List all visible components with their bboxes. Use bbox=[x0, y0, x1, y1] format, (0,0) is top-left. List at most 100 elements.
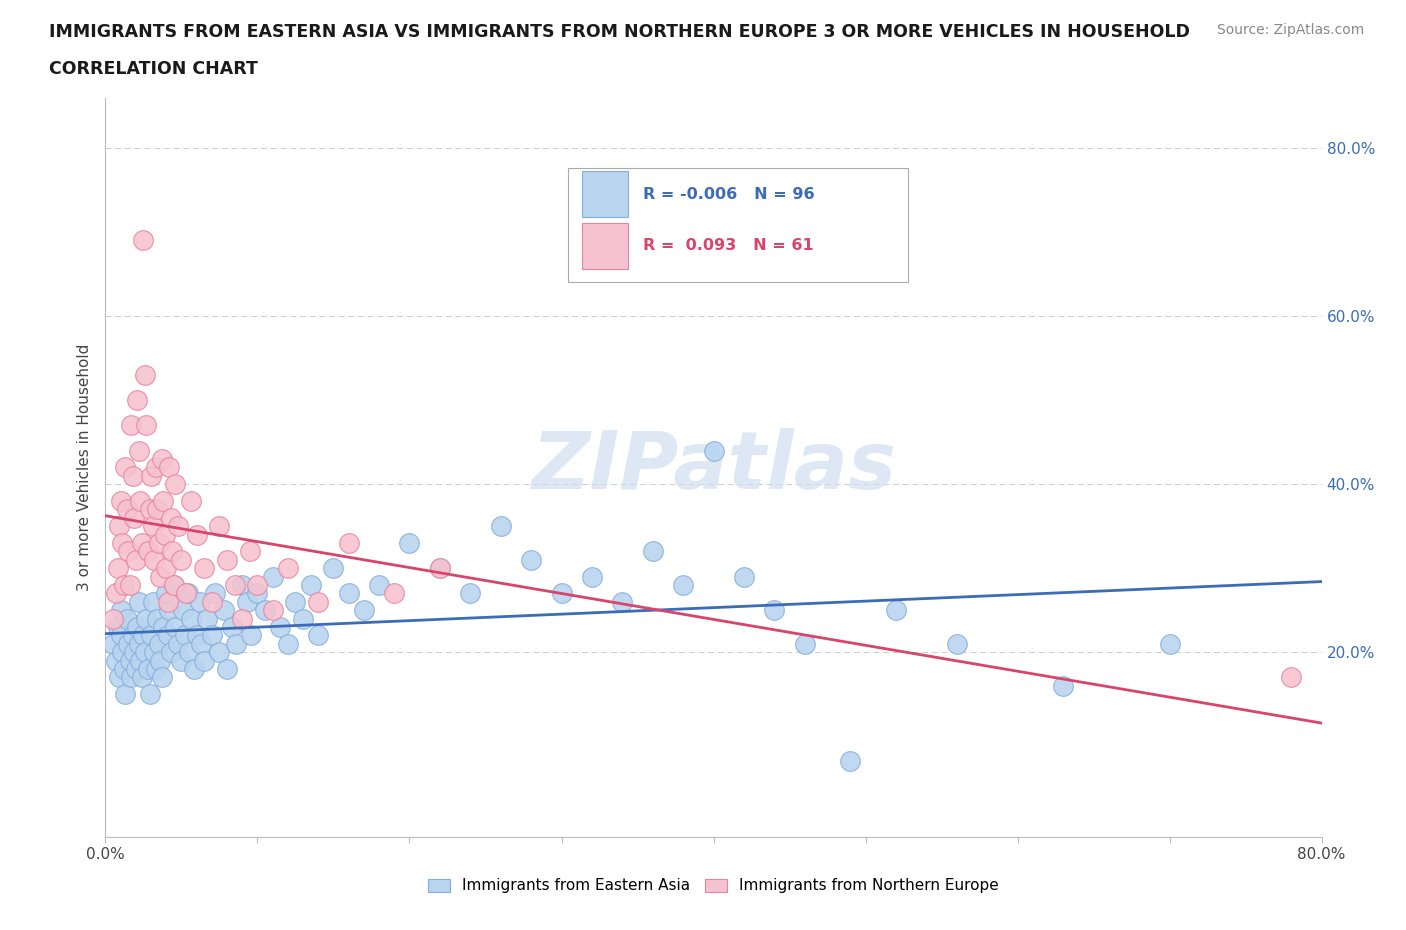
Point bbox=[353, 603, 375, 618]
Point bbox=[136, 544, 159, 559]
Point bbox=[101, 611, 124, 626]
Point bbox=[165, 477, 187, 492]
Point bbox=[128, 443, 150, 458]
Point bbox=[125, 552, 148, 567]
Point bbox=[118, 653, 141, 668]
Point bbox=[134, 644, 156, 659]
Point bbox=[262, 569, 284, 584]
Point bbox=[120, 418, 142, 432]
Point bbox=[136, 661, 159, 676]
Point bbox=[105, 586, 128, 601]
Point bbox=[246, 586, 269, 601]
Point bbox=[1052, 678, 1074, 693]
Point bbox=[105, 653, 128, 668]
Point bbox=[945, 636, 967, 651]
Point bbox=[155, 561, 177, 576]
Point bbox=[107, 619, 129, 634]
Point bbox=[1159, 636, 1181, 651]
Point bbox=[581, 569, 603, 584]
Point bbox=[138, 686, 160, 701]
Point bbox=[134, 367, 156, 382]
Point bbox=[115, 611, 138, 626]
Point bbox=[217, 552, 239, 567]
Point bbox=[148, 636, 170, 651]
Point bbox=[793, 636, 815, 651]
Point bbox=[382, 586, 405, 601]
FancyBboxPatch shape bbox=[568, 168, 908, 283]
Point bbox=[201, 594, 224, 609]
Point bbox=[246, 578, 269, 592]
Point bbox=[224, 578, 246, 592]
Point bbox=[148, 536, 170, 551]
Point bbox=[149, 653, 172, 668]
Point bbox=[188, 594, 211, 609]
Point bbox=[195, 611, 218, 626]
Point bbox=[117, 544, 139, 559]
Point bbox=[138, 502, 160, 517]
Point bbox=[167, 636, 190, 651]
Point bbox=[131, 536, 153, 551]
Point bbox=[112, 661, 135, 676]
Point bbox=[132, 233, 155, 248]
Point bbox=[458, 586, 481, 601]
Point bbox=[127, 619, 149, 634]
Point bbox=[146, 611, 169, 626]
Point bbox=[110, 603, 132, 618]
Point bbox=[150, 670, 173, 684]
Point bbox=[162, 544, 184, 559]
Point bbox=[221, 619, 243, 634]
Point bbox=[231, 611, 253, 626]
Point bbox=[132, 628, 155, 643]
Point bbox=[884, 603, 907, 618]
Point bbox=[139, 628, 162, 643]
Point bbox=[159, 644, 181, 659]
Point bbox=[208, 519, 231, 534]
Text: IMMIGRANTS FROM EASTERN ASIA VS IMMIGRANTS FROM NORTHERN EUROPE 3 OR MORE VEHICL: IMMIGRANTS FROM EASTERN ASIA VS IMMIGRAN… bbox=[49, 23, 1189, 41]
Point bbox=[165, 619, 187, 634]
Point bbox=[236, 594, 259, 609]
Point bbox=[763, 603, 786, 618]
Point bbox=[337, 586, 360, 601]
Point bbox=[173, 628, 195, 643]
Point bbox=[143, 644, 166, 659]
Point bbox=[177, 644, 200, 659]
Text: R =  0.093   N = 61: R = 0.093 N = 61 bbox=[643, 238, 814, 253]
Point bbox=[839, 754, 862, 769]
Point bbox=[429, 561, 451, 576]
Point bbox=[322, 561, 344, 576]
Point bbox=[190, 636, 212, 651]
Point bbox=[208, 644, 231, 659]
Point bbox=[118, 578, 141, 592]
Bar bbox=[582, 223, 628, 269]
Point bbox=[277, 636, 299, 651]
Point bbox=[733, 569, 755, 584]
Point bbox=[172, 603, 194, 618]
Text: ZIPatlas: ZIPatlas bbox=[531, 429, 896, 506]
Y-axis label: 3 or more Vehicles in Household: 3 or more Vehicles in Household bbox=[77, 344, 93, 591]
Point bbox=[124, 644, 146, 659]
Point bbox=[110, 628, 132, 643]
Point bbox=[135, 418, 157, 432]
Point bbox=[155, 586, 177, 601]
Point bbox=[217, 661, 239, 676]
Point bbox=[143, 552, 166, 567]
Point bbox=[114, 686, 136, 701]
Legend: Immigrants from Eastern Asia, Immigrants from Northern Europe: Immigrants from Eastern Asia, Immigrants… bbox=[422, 872, 1005, 899]
Point bbox=[429, 561, 451, 576]
Bar bbox=[582, 171, 628, 218]
Point bbox=[239, 544, 262, 559]
Point bbox=[128, 594, 150, 609]
Text: R = -0.006   N = 96: R = -0.006 N = 96 bbox=[643, 187, 814, 202]
Point bbox=[121, 469, 143, 484]
Point bbox=[337, 536, 360, 551]
Point bbox=[163, 578, 186, 592]
Point bbox=[101, 636, 124, 651]
Point bbox=[125, 661, 148, 676]
Point bbox=[284, 594, 307, 609]
Point bbox=[135, 611, 157, 626]
Point bbox=[702, 443, 725, 458]
Point bbox=[127, 392, 149, 407]
Point bbox=[240, 628, 263, 643]
Point bbox=[120, 670, 142, 684]
Point bbox=[183, 661, 205, 676]
